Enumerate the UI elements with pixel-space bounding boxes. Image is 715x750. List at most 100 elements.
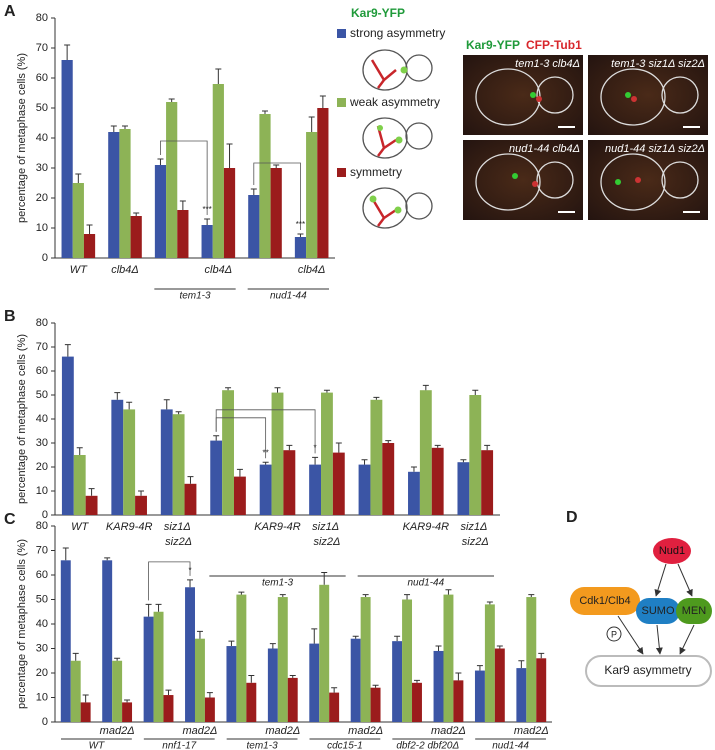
- bar: [516, 668, 527, 722]
- panel-letter: A: [4, 3, 16, 20]
- bar: [271, 392, 284, 515]
- bar: [72, 183, 84, 258]
- error-bar: [76, 447, 83, 455]
- error-bar: [179, 200, 186, 210]
- bar: [484, 604, 495, 722]
- x-tick-label: mad2Δ: [265, 725, 300, 737]
- error-bar: [331, 687, 338, 693]
- bar: [122, 702, 133, 722]
- error-bar: [122, 125, 128, 129]
- bar: [319, 584, 330, 722]
- error-bar: [311, 628, 318, 644]
- error-bar: [133, 212, 140, 216]
- bar: [143, 616, 154, 722]
- bar: [317, 108, 329, 258]
- error-bar: [455, 672, 462, 681]
- bar: [204, 697, 215, 722]
- error-bar: [248, 674, 255, 683]
- error-bar: [62, 547, 69, 561]
- error-bar: [289, 674, 296, 678]
- bar: [201, 225, 213, 258]
- error-bar: [445, 589, 452, 595]
- bar: [294, 237, 307, 258]
- node-label: MEN: [682, 605, 707, 617]
- channel-label: CFP-Tub1: [526, 38, 582, 52]
- bar: [212, 84, 224, 258]
- bar: [412, 682, 422, 722]
- legend-swatch: [337, 168, 346, 177]
- bar: [358, 464, 371, 515]
- bar: [474, 670, 485, 722]
- x-tick-label: clb4Δ: [111, 264, 139, 276]
- error-bar: [213, 435, 220, 441]
- bar: [223, 168, 236, 258]
- error-bar: [385, 440, 392, 443]
- error-bar: [434, 444, 441, 448]
- error-bar: [206, 692, 213, 698]
- bar: [469, 395, 482, 515]
- significance-label: *: [314, 444, 317, 453]
- error-bar: [86, 224, 93, 234]
- bar: [309, 643, 320, 722]
- y-axis-label: percentage of metaphase cells (%): [16, 334, 28, 504]
- bar: [184, 483, 197, 515]
- bar: [61, 60, 73, 258]
- bar: [287, 677, 298, 722]
- error-bar: [496, 645, 503, 649]
- bar: [108, 132, 120, 258]
- y-tick-label: 50: [36, 593, 48, 605]
- bar: [259, 114, 271, 258]
- error-bar: [187, 476, 194, 484]
- x-tick-label: WT: [70, 264, 88, 276]
- y-axis-label: percentage of metaphase cells (%): [16, 53, 28, 223]
- bar: [494, 648, 505, 722]
- bar: [350, 638, 361, 722]
- y-tick-label: 70: [36, 544, 48, 556]
- bar: [270, 168, 282, 258]
- y-tick-label: 60: [36, 569, 48, 581]
- significance-label: ***: [296, 220, 305, 229]
- bar: [360, 597, 371, 722]
- error-bar: [362, 594, 369, 598]
- bar: [177, 210, 189, 258]
- bar: [443, 594, 454, 722]
- error-bar: [484, 444, 491, 451]
- error-bar: [110, 125, 117, 132]
- channel-label: Kar9-YFP: [466, 38, 520, 52]
- x-tick-label: mad2Δ: [348, 725, 383, 737]
- y-tick-label: 10: [36, 485, 48, 497]
- bar: [329, 692, 340, 722]
- error-bar: [82, 694, 89, 703]
- bar: [267, 648, 278, 722]
- error-bar: [279, 594, 286, 598]
- error-bar: [308, 116, 315, 132]
- error-bar: [138, 490, 145, 496]
- y-tick-label: 50: [36, 102, 48, 114]
- error-bar: [435, 645, 442, 651]
- bar: [248, 195, 260, 258]
- bar: [194, 638, 205, 722]
- node-label: Kar9 asymmetry: [604, 663, 691, 677]
- error-bar: [238, 591, 245, 595]
- error-bar: [157, 158, 164, 165]
- node-label: Cdk1/Clb4: [579, 595, 630, 607]
- legend-label: strong asymmetry: [350, 26, 445, 40]
- group-label: nnf1-17: [162, 741, 196, 750]
- error-bar: [422, 384, 429, 391]
- x-tick-label: siz1Δ siz2Δ: [164, 521, 194, 548]
- bar: [83, 234, 96, 258]
- bar: [102, 560, 113, 722]
- x-tick-label: clb4Δ: [298, 264, 326, 276]
- error-bar: [196, 630, 203, 639]
- error-bar: [250, 188, 257, 195]
- bar: [277, 597, 288, 722]
- bar: [370, 687, 381, 722]
- y-tick-label: 80: [36, 12, 48, 24]
- bar: [73, 455, 86, 515]
- error-bar: [236, 468, 243, 477]
- significance-label: **: [263, 448, 269, 457]
- error-bar: [124, 699, 131, 703]
- bar: [160, 409, 173, 515]
- bar: [246, 682, 257, 722]
